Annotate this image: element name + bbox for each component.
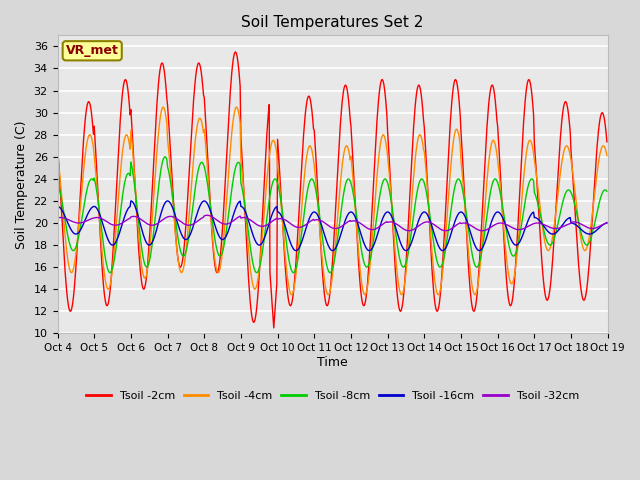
Tsoil -8cm bbox=[603, 188, 611, 194]
Tsoil -2cm bbox=[232, 49, 239, 55]
Tsoil -32cm bbox=[54, 215, 61, 221]
Tsoil -16cm bbox=[54, 204, 61, 209]
Tsoil -8cm bbox=[63, 231, 71, 237]
Line: Tsoil -32cm: Tsoil -32cm bbox=[58, 216, 607, 231]
Line: Tsoil -4cm: Tsoil -4cm bbox=[58, 107, 607, 295]
Tsoil -8cm bbox=[177, 248, 184, 254]
Line: Tsoil -2cm: Tsoil -2cm bbox=[58, 52, 607, 328]
Tsoil -32cm bbox=[205, 213, 213, 218]
Tsoil -32cm bbox=[176, 218, 184, 224]
Tsoil -16cm bbox=[603, 220, 611, 226]
Tsoil -32cm bbox=[400, 226, 408, 232]
Tsoil -2cm bbox=[120, 80, 128, 85]
Tsoil -32cm bbox=[120, 219, 128, 225]
Tsoil -2cm bbox=[54, 142, 61, 148]
Y-axis label: Soil Temperature (C): Soil Temperature (C) bbox=[15, 120, 28, 249]
Tsoil -2cm bbox=[603, 139, 611, 145]
Tsoil -32cm bbox=[479, 228, 486, 234]
X-axis label: Time: Time bbox=[317, 356, 348, 369]
Tsoil -4cm bbox=[54, 151, 61, 156]
Tsoil -8cm bbox=[161, 154, 169, 160]
Legend: Tsoil -2cm, Tsoil -4cm, Tsoil -8cm, Tsoil -16cm, Tsoil -32cm: Tsoil -2cm, Tsoil -4cm, Tsoil -8cm, Tsoi… bbox=[82, 387, 583, 406]
Tsoil -4cm bbox=[176, 266, 184, 272]
Tsoil -4cm bbox=[401, 282, 408, 288]
Tsoil -4cm bbox=[120, 139, 128, 144]
Tsoil -32cm bbox=[63, 216, 71, 222]
Tsoil -16cm bbox=[127, 198, 135, 204]
Tsoil -16cm bbox=[401, 247, 408, 253]
Tsoil -2cm bbox=[270, 325, 278, 331]
Tsoil -8cm bbox=[120, 183, 128, 189]
Tsoil -8cm bbox=[205, 196, 213, 202]
Tsoil -8cm bbox=[54, 180, 61, 185]
Tsoil -4cm bbox=[603, 153, 611, 158]
Tsoil -16cm bbox=[177, 229, 184, 235]
Tsoil -4cm bbox=[205, 184, 212, 190]
Tsoil -4cm bbox=[417, 132, 424, 138]
Tsoil -16cm bbox=[292, 248, 300, 253]
Tsoil -8cm bbox=[401, 264, 408, 269]
Tsoil -4cm bbox=[287, 292, 295, 298]
Tsoil -16cm bbox=[205, 205, 213, 211]
Tsoil -32cm bbox=[416, 222, 424, 228]
Tsoil -2cm bbox=[176, 264, 184, 269]
Tsoil -32cm bbox=[603, 220, 611, 226]
Tsoil -2cm bbox=[401, 283, 408, 289]
Line: Tsoil -8cm: Tsoil -8cm bbox=[58, 157, 607, 273]
Tsoil -4cm bbox=[63, 254, 71, 260]
Tsoil -32cm bbox=[204, 213, 211, 218]
Tsoil -8cm bbox=[417, 177, 424, 183]
Tsoil -8cm bbox=[253, 270, 261, 276]
Tsoil -2cm bbox=[205, 177, 212, 182]
Tsoil -2cm bbox=[63, 296, 71, 301]
Tsoil -16cm bbox=[63, 219, 71, 225]
Tsoil -16cm bbox=[417, 213, 424, 219]
Tsoil -16cm bbox=[120, 216, 128, 221]
Tsoil -4cm bbox=[232, 104, 240, 110]
Tsoil -2cm bbox=[417, 87, 424, 93]
Title: Soil Temperatures Set 2: Soil Temperatures Set 2 bbox=[241, 15, 424, 30]
Line: Tsoil -16cm: Tsoil -16cm bbox=[58, 201, 607, 251]
Text: VR_met: VR_met bbox=[66, 44, 118, 57]
